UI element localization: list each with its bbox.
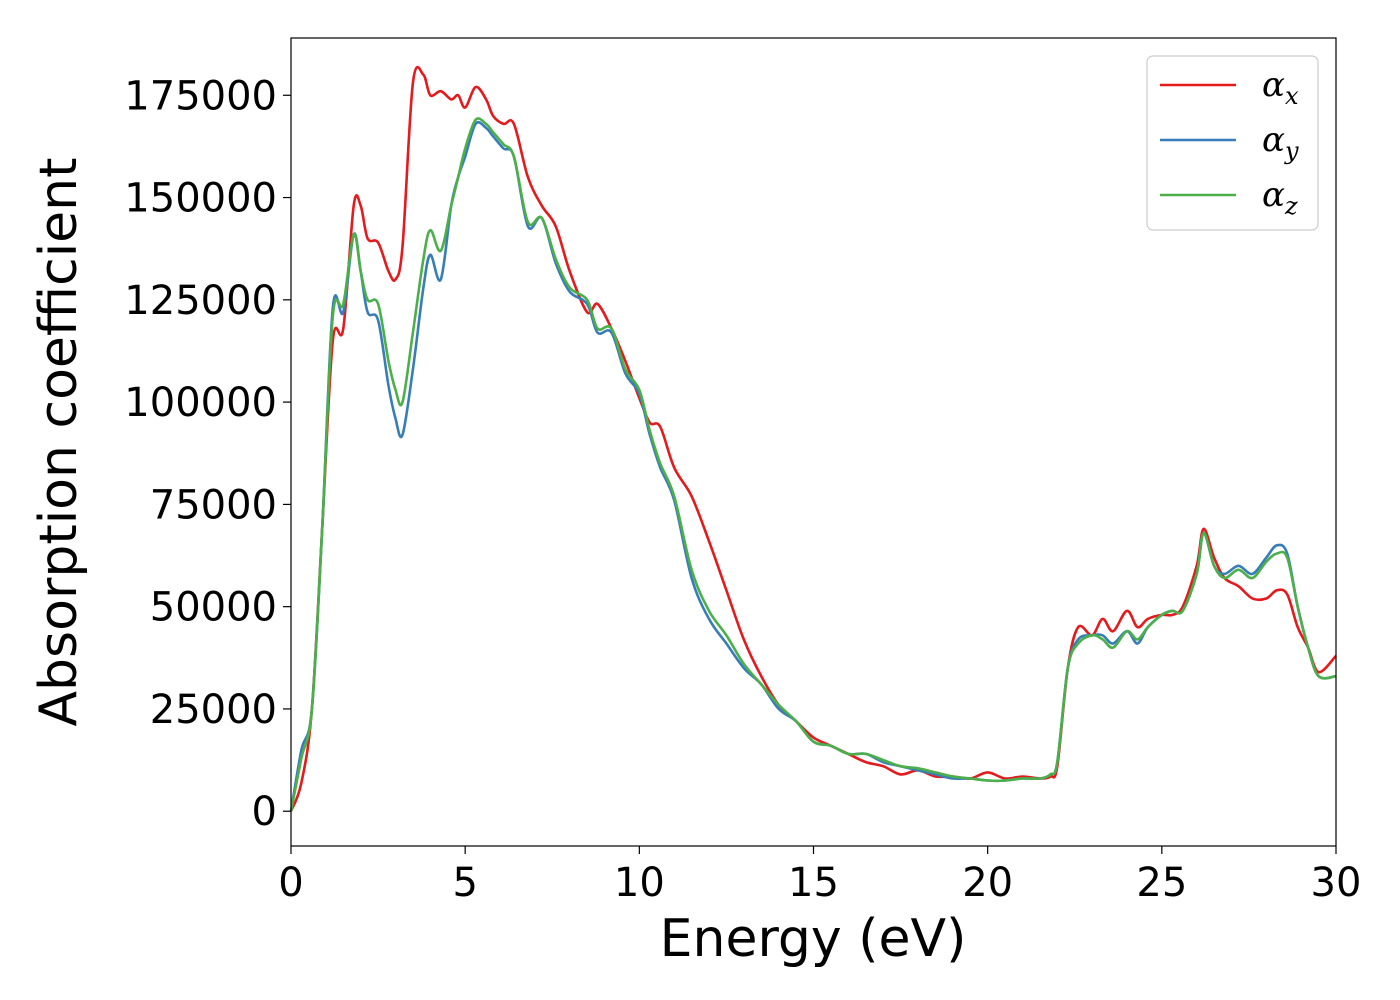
x-tick-label: 15 bbox=[788, 860, 839, 906]
plot-lines bbox=[289, 66, 1337, 812]
y-tick-label: 125000 bbox=[124, 278, 277, 324]
x-axis-title: Energy (eV) bbox=[660, 909, 967, 969]
y-tick-label: 50000 bbox=[150, 585, 277, 631]
y-tick-label: 175000 bbox=[124, 73, 277, 119]
y-tick-label: 25000 bbox=[150, 687, 277, 733]
y-tick-label: 75000 bbox=[150, 482, 277, 528]
x-axis-ticks: 0 5 10 15 20 25 30 bbox=[278, 846, 1361, 906]
series-line-x bbox=[289, 66, 1337, 812]
x-tick-label: 20 bbox=[962, 860, 1013, 906]
x-tick-label: 25 bbox=[1136, 860, 1187, 906]
y-axis-ticks: 0 25000 50000 75000 100000 125000 150000 175000 bbox=[124, 73, 291, 835]
y-tick-label: 100000 bbox=[124, 380, 277, 426]
x-tick-label: 30 bbox=[1311, 860, 1362, 906]
y-tick-label: 150000 bbox=[124, 176, 277, 222]
x-tick-label: 5 bbox=[452, 860, 477, 906]
x-tick-label: 0 bbox=[278, 860, 303, 906]
series-line-z bbox=[289, 117, 1337, 812]
y-axis-title: Absorption coefficient bbox=[29, 157, 89, 726]
legend-box bbox=[1146, 55, 1319, 231]
y-tick-label: 0 bbox=[252, 789, 277, 835]
x-tick-label: 10 bbox=[614, 860, 665, 906]
